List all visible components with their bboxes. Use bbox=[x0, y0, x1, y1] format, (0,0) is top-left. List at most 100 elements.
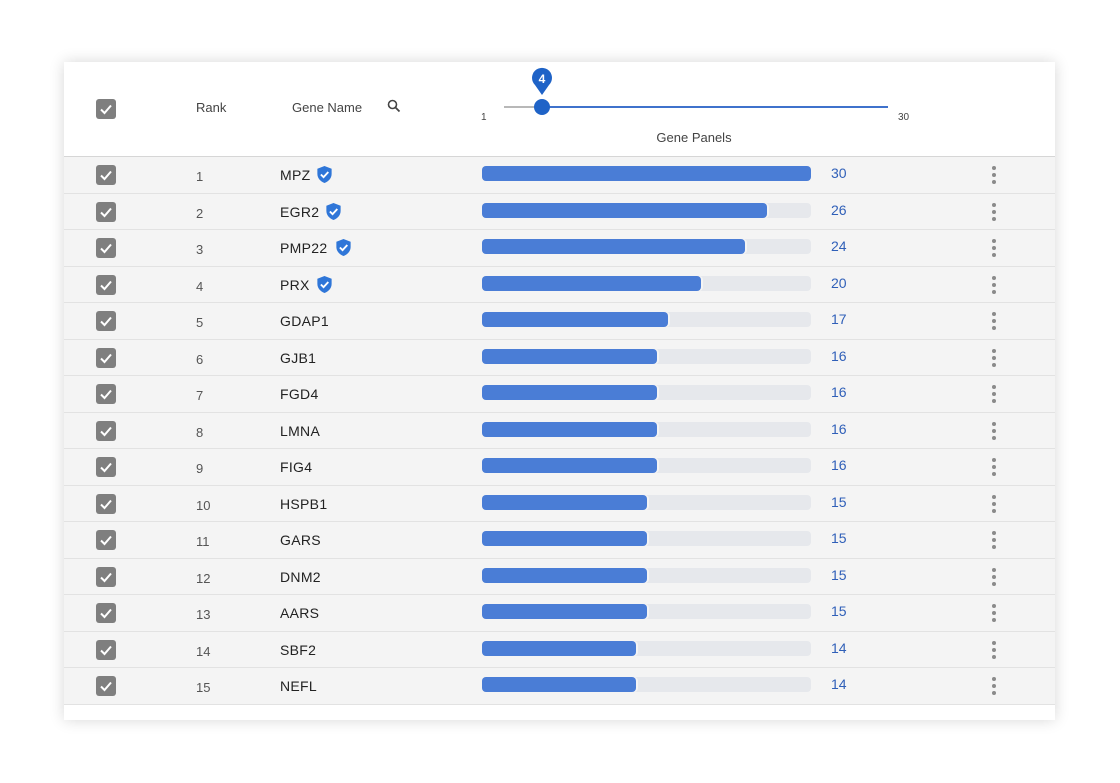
table-row[interactable]: 1 MPZ 30 bbox=[64, 157, 1055, 194]
gene-name-cell[interactable]: NEFL bbox=[280, 678, 317, 694]
slider-track-active[interactable] bbox=[542, 106, 888, 108]
gene-name-cell[interactable]: AARS bbox=[280, 605, 320, 621]
rank-cell: 5 bbox=[196, 315, 204, 330]
more-vertical-icon[interactable] bbox=[984, 493, 1004, 515]
select-all-checkbox[interactable] bbox=[96, 99, 116, 119]
gene-name-cell[interactable]: FIG4 bbox=[280, 459, 313, 475]
row-checkbox[interactable] bbox=[96, 274, 116, 295]
table-row[interactable]: 14 SBF2 14 bbox=[64, 631, 1055, 668]
gene-name-cell[interactable]: FGD4 bbox=[280, 386, 319, 402]
table-row[interactable]: 3 PMP22 24 bbox=[64, 230, 1055, 267]
table-row[interactable]: 10 HSPB1 15 bbox=[64, 485, 1055, 522]
checkmark-icon bbox=[100, 170, 112, 181]
row-checkbox[interactable] bbox=[96, 603, 116, 623]
gene-table-card: Rank Gene Name 1 4 30 Gene Panels 1 MPZ 30… bbox=[64, 62, 1055, 720]
checkmark-icon bbox=[100, 572, 112, 582]
gene-panels-bar bbox=[482, 640, 636, 656]
gene-panels-count: 15 bbox=[831, 493, 847, 510]
gene-panels-count: 15 bbox=[831, 530, 847, 546]
table-row[interactable]: 8 LMNA 16 bbox=[64, 412, 1055, 449]
checkmark-icon bbox=[100, 316, 112, 327]
row-checkbox[interactable] bbox=[96, 238, 116, 258]
checkmark-icon bbox=[100, 608, 112, 619]
gene-panels-count: 16 bbox=[831, 457, 847, 473]
table-row[interactable]: 9 FIG4 16 bbox=[64, 449, 1055, 486]
rank-cell: 7 bbox=[196, 388, 204, 403]
gene-panels-count: 14 bbox=[831, 676, 847, 692]
slider-handle[interactable] bbox=[534, 99, 550, 115]
gene-panels-bar bbox=[482, 385, 657, 400]
gene-name-cell[interactable]: PMP22 bbox=[280, 240, 328, 256]
more-vertical-icon[interactable] bbox=[984, 456, 1004, 478]
more-vertical-icon[interactable] bbox=[984, 164, 1004, 186]
more-vertical-icon[interactable] bbox=[984, 274, 1004, 296]
row-checkbox[interactable] bbox=[96, 566, 116, 587]
checkmark-icon bbox=[100, 207, 112, 217]
search-icon[interactable] bbox=[387, 99, 401, 113]
gene-panels-count: 16 bbox=[831, 420, 847, 437]
gene-name-cell[interactable]: PRX bbox=[280, 276, 310, 293]
gene-name-column-header[interactable]: Gene Name bbox=[292, 100, 363, 115]
table-row[interactable]: 15 NEFL 14 bbox=[64, 668, 1055, 705]
gene-name-cell[interactable]: DNM2 bbox=[280, 568, 321, 585]
gene-panels-bar bbox=[482, 275, 701, 291]
rank-column-header[interactable]: Rank bbox=[196, 100, 227, 115]
verified-badge-icon bbox=[317, 165, 332, 184]
more-vertical-icon[interactable] bbox=[984, 602, 1004, 624]
gene-panels-bar bbox=[482, 531, 647, 546]
checkmark-icon bbox=[100, 426, 112, 436]
table-row[interactable]: 5 GDAP1 17 bbox=[64, 303, 1055, 340]
more-vertical-icon[interactable] bbox=[984, 310, 1004, 332]
more-vertical-icon[interactable] bbox=[984, 639, 1004, 661]
row-checkbox[interactable] bbox=[96, 384, 116, 404]
row-checkbox[interactable] bbox=[96, 165, 116, 185]
rank-cell: 2 bbox=[196, 205, 204, 221]
slider-value-label: 4 bbox=[538, 72, 546, 86]
gene-name-cell[interactable]: EGR2 bbox=[280, 203, 320, 220]
table-row[interactable]: 12 DNM2 15 bbox=[64, 558, 1055, 595]
checkmark-icon bbox=[100, 645, 112, 655]
verified-badge-icon bbox=[326, 202, 341, 220]
slider-track-inactive[interactable] bbox=[504, 106, 542, 108]
gene-name-cell[interactable]: MPZ bbox=[280, 167, 311, 183]
more-vertical-icon[interactable] bbox=[984, 529, 1004, 551]
gene-panels-count: 24 bbox=[831, 238, 847, 254]
table-row[interactable]: 2 EGR2 26 bbox=[64, 193, 1055, 230]
more-vertical-icon[interactable] bbox=[984, 237, 1004, 259]
slider-value-bubble bbox=[532, 67, 552, 95]
slider-min-label: 1 bbox=[481, 112, 487, 123]
rank-cell: 8 bbox=[196, 424, 204, 440]
gene-name-cell[interactable]: GJB1 bbox=[280, 349, 317, 366]
more-vertical-icon[interactable] bbox=[984, 566, 1004, 588]
table-row[interactable]: 11 GARS 15 bbox=[64, 522, 1055, 559]
more-vertical-icon[interactable] bbox=[984, 420, 1004, 442]
table-row[interactable]: 13 AARS 15 bbox=[64, 595, 1055, 632]
table-row[interactable]: 7 FGD4 16 bbox=[64, 376, 1055, 413]
row-checkbox[interactable] bbox=[96, 311, 116, 331]
more-vertical-icon[interactable] bbox=[984, 201, 1004, 223]
row-checkbox[interactable] bbox=[96, 457, 116, 477]
gene-name-cell[interactable]: GDAP1 bbox=[280, 313, 329, 329]
more-vertical-icon[interactable] bbox=[984, 675, 1004, 697]
slider-caption: Gene Panels bbox=[656, 130, 732, 145]
checkmark-icon bbox=[100, 353, 112, 363]
gene-name-cell[interactable]: HSPB1 bbox=[280, 495, 328, 512]
row-checkbox[interactable] bbox=[96, 676, 116, 696]
table-row[interactable]: 6 GJB1 16 bbox=[64, 339, 1055, 376]
row-checkbox[interactable] bbox=[96, 420, 116, 441]
gene-panels-count: 16 bbox=[831, 384, 847, 400]
row-checkbox[interactable] bbox=[96, 201, 116, 222]
gene-name-cell[interactable]: GARS bbox=[280, 532, 321, 548]
gene-name-cell[interactable]: LMNA bbox=[280, 422, 321, 439]
row-checkbox[interactable] bbox=[96, 530, 116, 550]
row-checkbox[interactable] bbox=[96, 347, 116, 368]
row-checkbox[interactable] bbox=[96, 493, 116, 514]
gene-panels-count: 17 bbox=[831, 311, 847, 327]
rank-cell: 9 bbox=[196, 461, 204, 476]
more-vertical-icon[interactable] bbox=[984, 347, 1004, 369]
more-vertical-icon[interactable] bbox=[984, 383, 1004, 405]
row-checkbox[interactable] bbox=[96, 639, 116, 660]
gene-name-cell[interactable]: SBF2 bbox=[280, 641, 317, 658]
table-row[interactable]: 4 PRX 20 bbox=[64, 266, 1055, 303]
gene-panels-count: 26 bbox=[831, 201, 847, 218]
